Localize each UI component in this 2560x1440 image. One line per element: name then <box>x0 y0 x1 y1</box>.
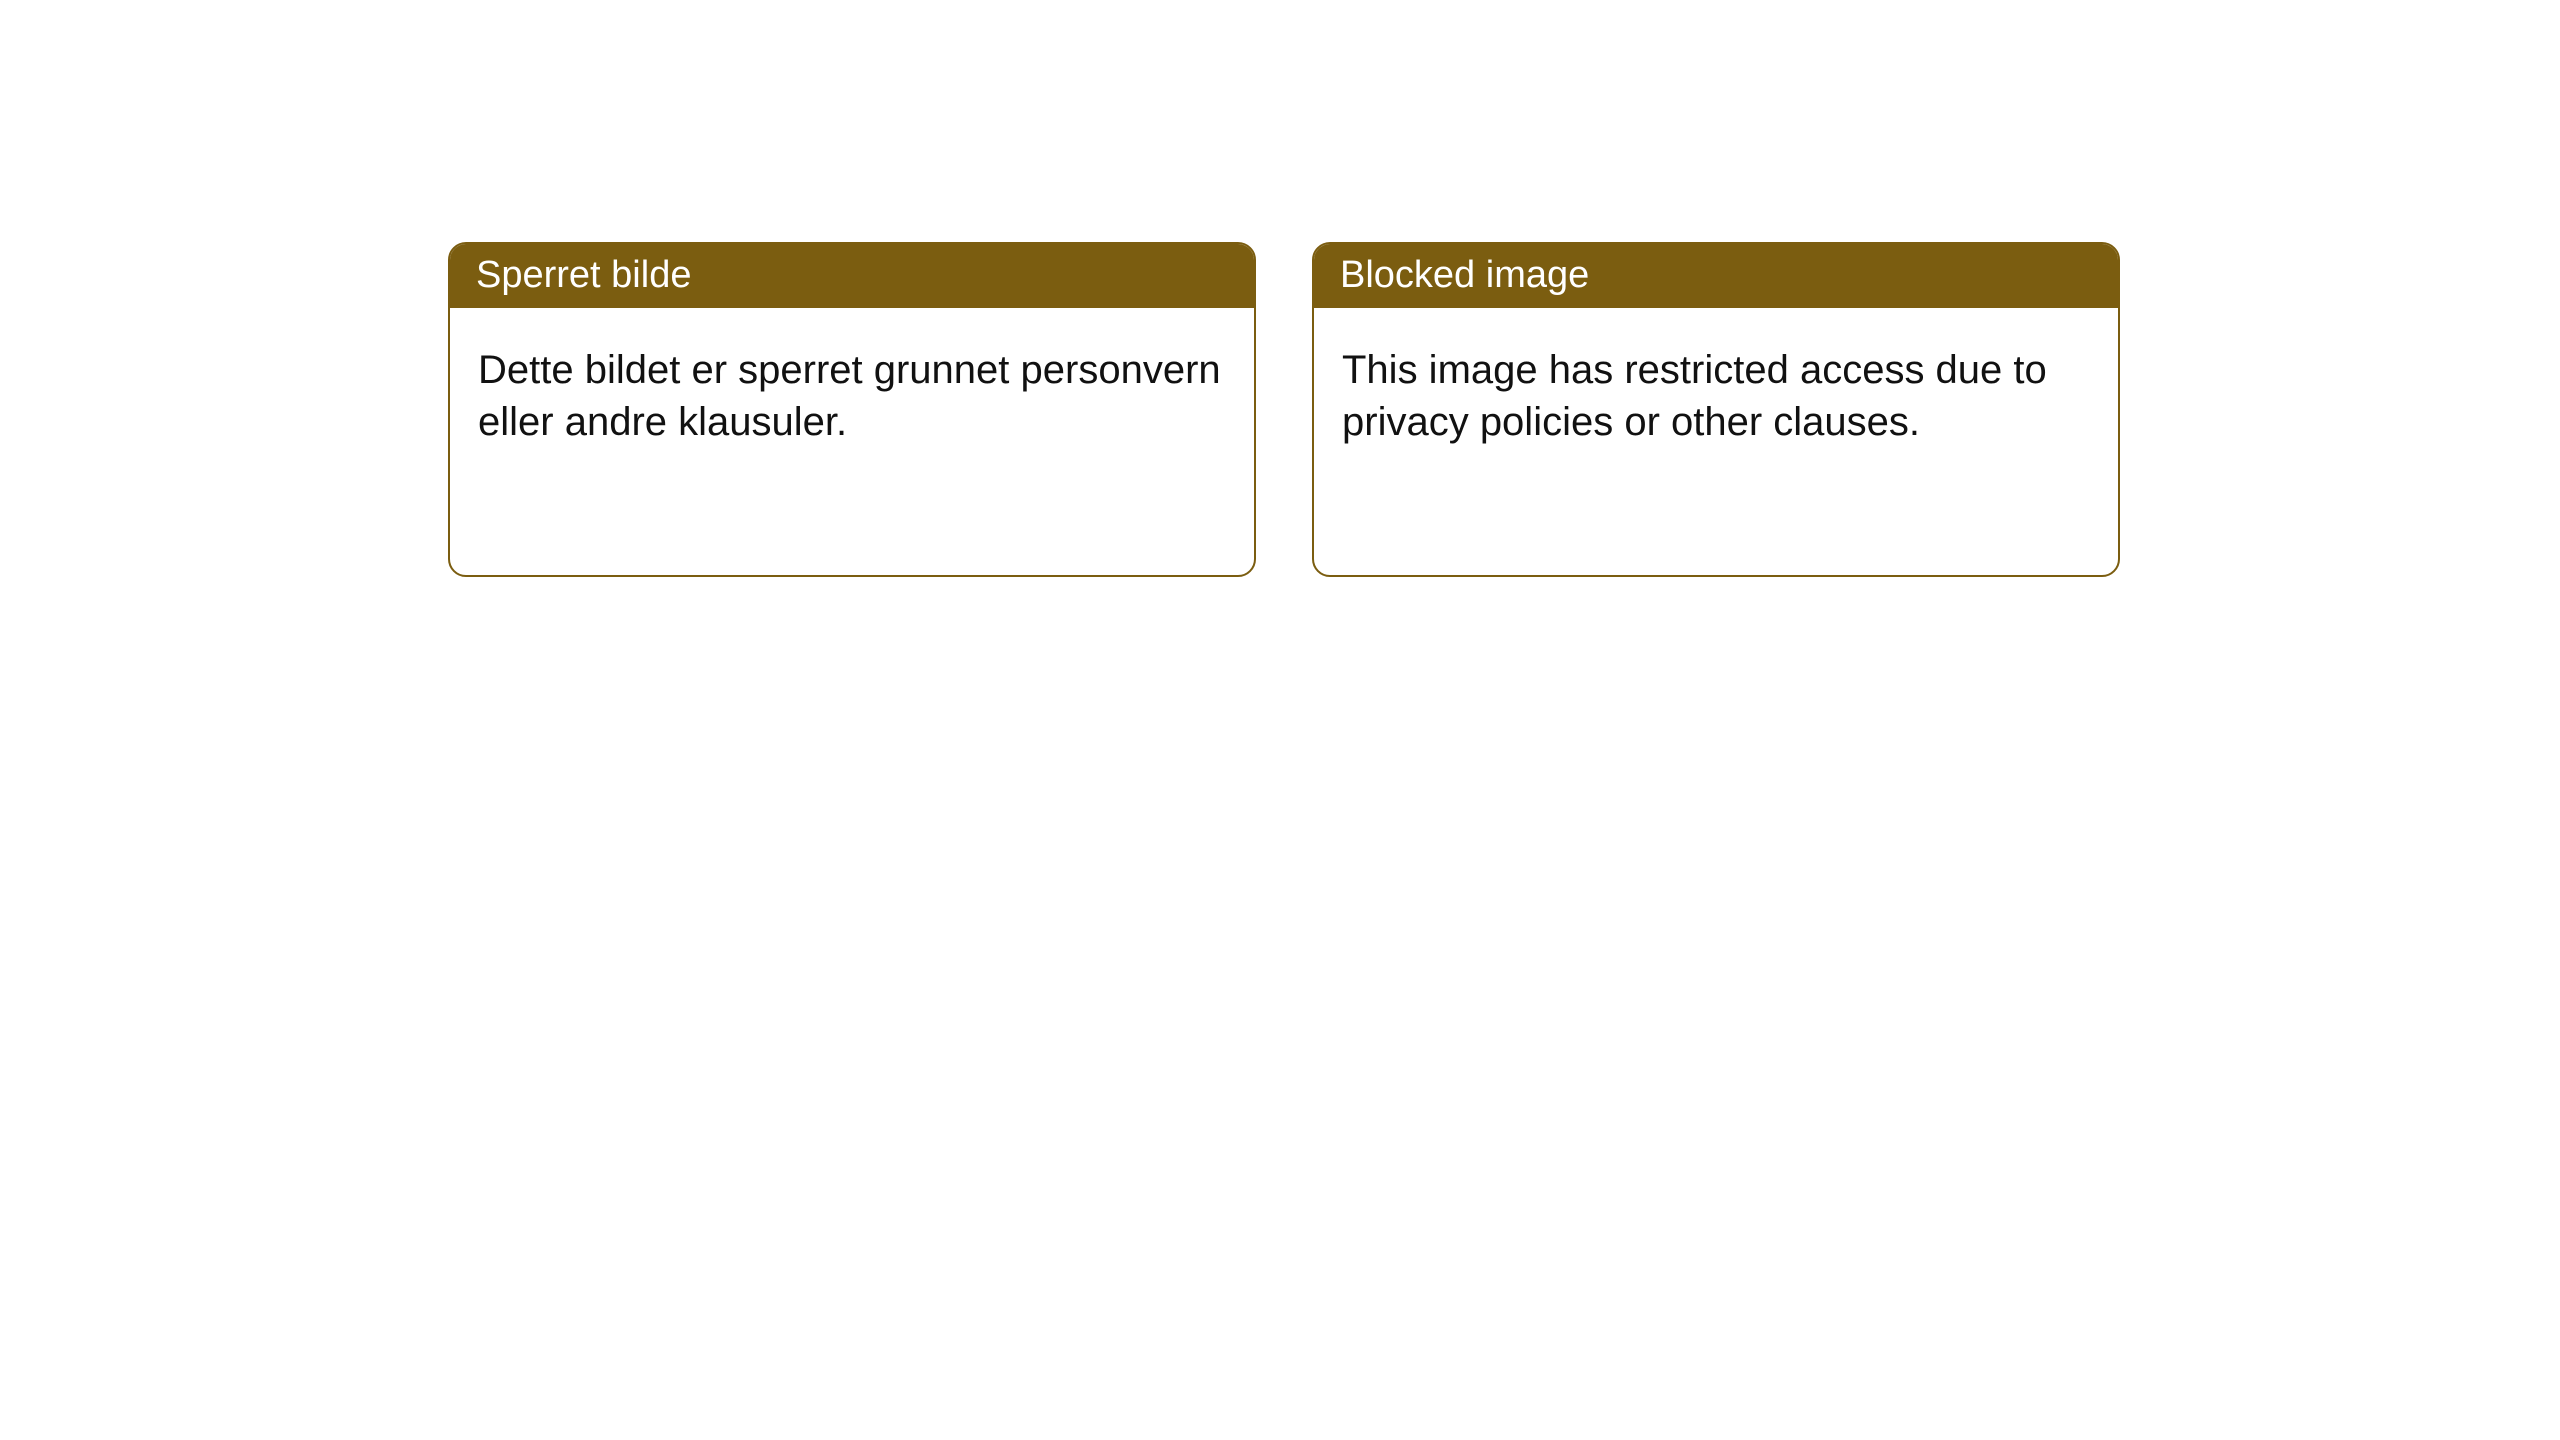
notice-title-no: Sperret bilde <box>450 244 1254 308</box>
notice-body-en: This image has restricted access due to … <box>1314 308 2118 484</box>
notice-body-no: Dette bildet er sperret grunnet personve… <box>450 308 1254 484</box>
notice-card-en: Blocked image This image has restricted … <box>1312 242 2120 577</box>
notice-card-no: Sperret bilde Dette bildet er sperret gr… <box>448 242 1256 577</box>
notice-title-en: Blocked image <box>1314 244 2118 308</box>
notice-container: Sperret bilde Dette bildet er sperret gr… <box>0 0 2560 577</box>
